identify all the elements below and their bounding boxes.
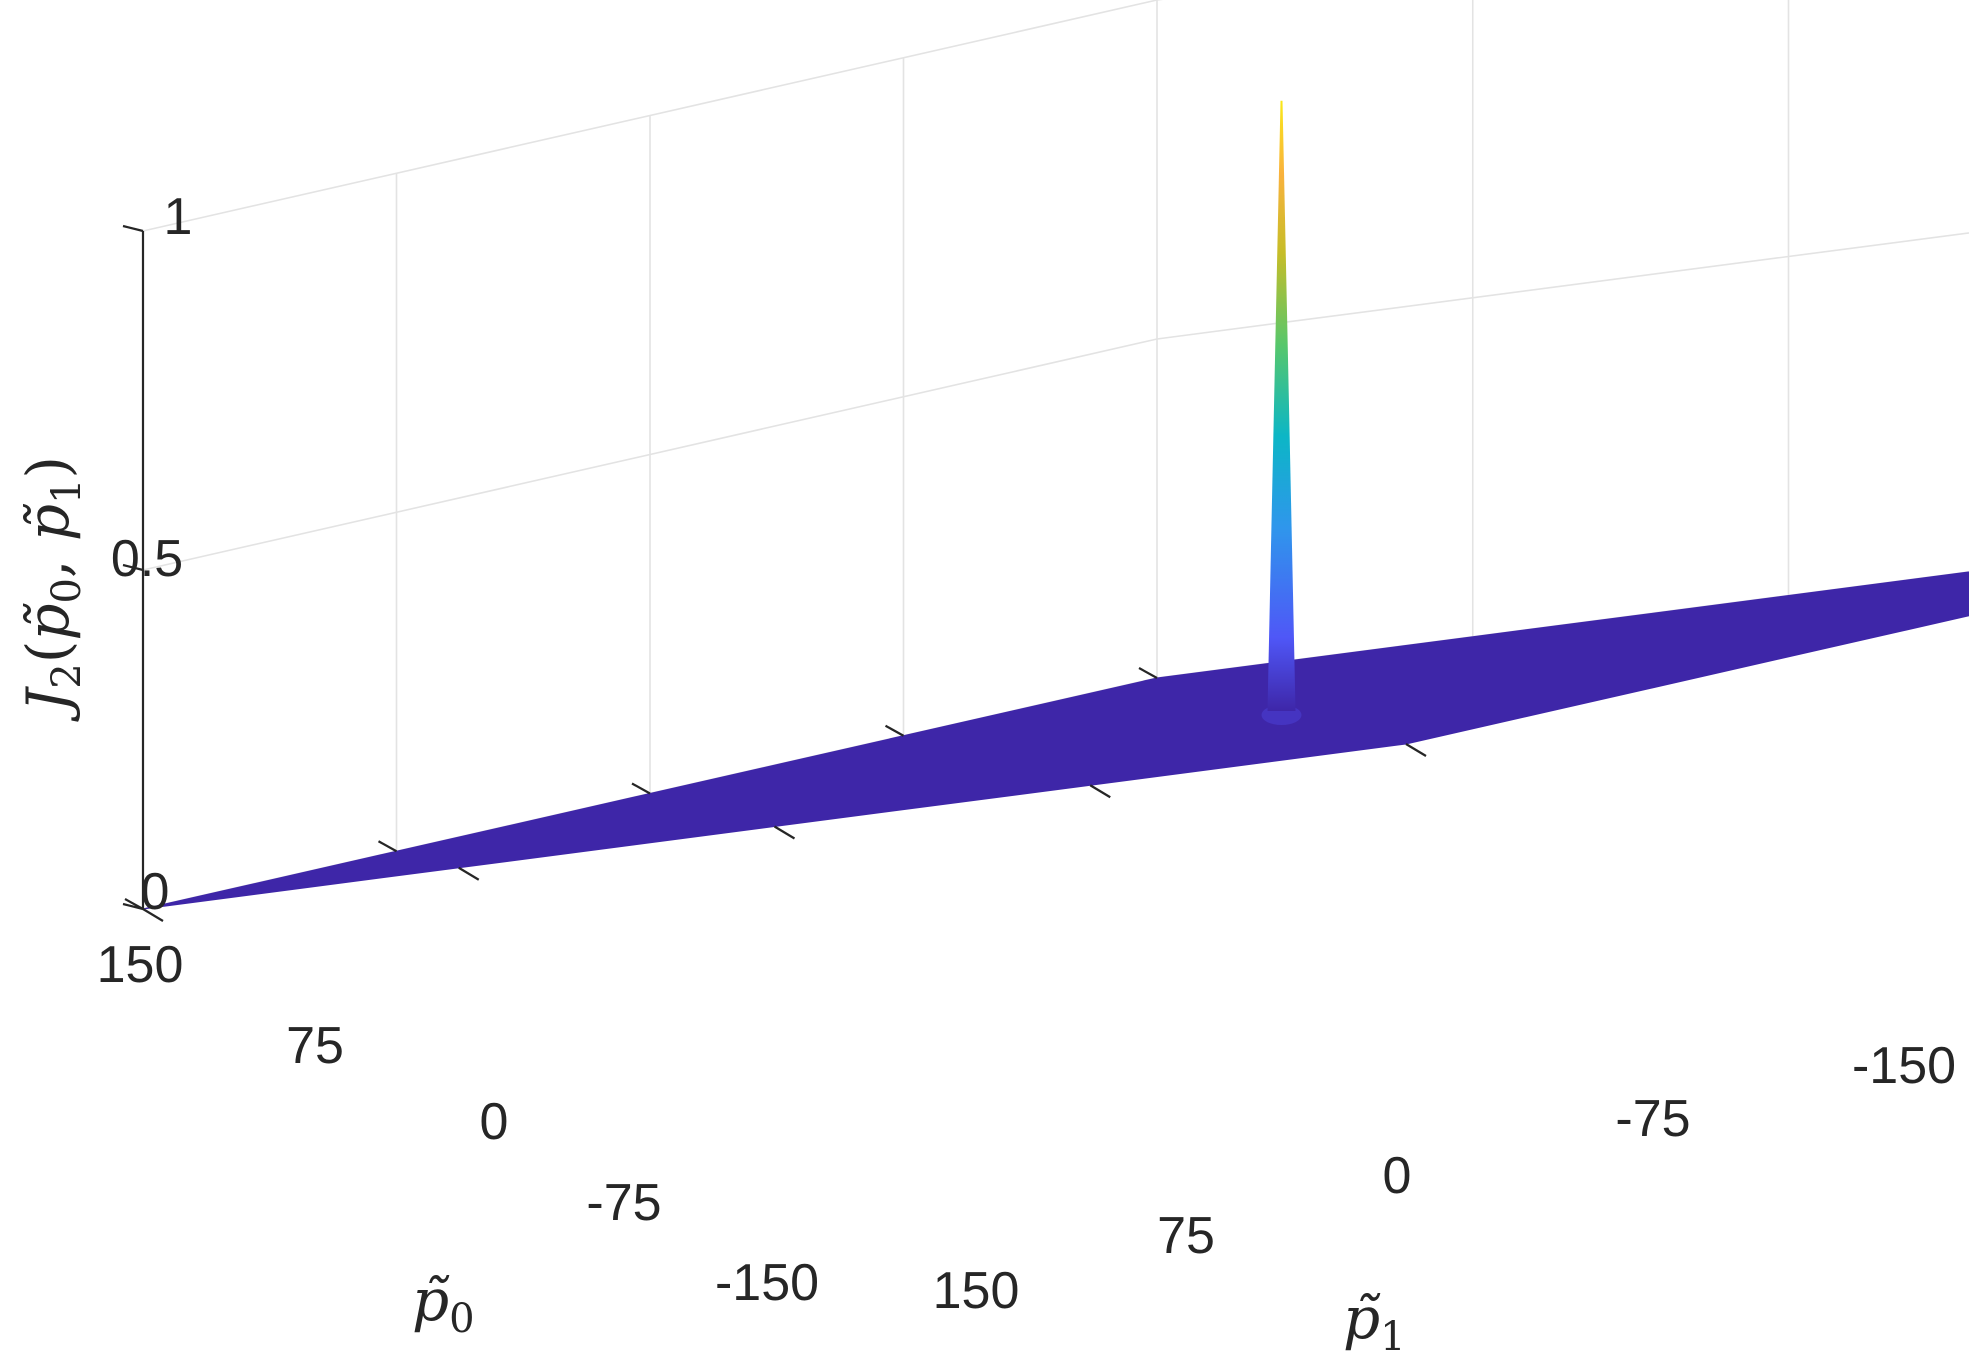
x-tick-label: 150 (97, 936, 184, 994)
x-tick-label: -75 (586, 1174, 661, 1232)
gridline (142, 232, 1969, 571)
surface-floor (142, 571, 1969, 910)
z-tick-mark (122, 563, 144, 572)
surface-peak (1261, 100, 1302, 725)
z-tick-label: 0.5 (111, 530, 183, 588)
gridline (142, 0, 1164, 232)
y-tick-label: 75 (1157, 1207, 1215, 1265)
y-tick-label: -75 (1615, 1090, 1690, 1148)
x-tick-mark (124, 898, 144, 910)
x-axis-label: p̃0 (412, 1266, 475, 1342)
z-tick-label: 1 (164, 188, 193, 246)
x-tick-mark (884, 724, 905, 737)
y-axis-label: p̃1 (1343, 1284, 1406, 1352)
y-tick-mark (773, 825, 796, 840)
y-tick-label: 150 (933, 1262, 1020, 1320)
y-tick-label: 0 (1383, 1147, 1412, 1205)
axes (122, 224, 1427, 922)
z-tick-label: 0 (141, 863, 170, 921)
x-tick-mark (1138, 667, 1158, 679)
y-tick-mark (458, 866, 480, 881)
peak-spike (1267, 100, 1296, 712)
y-tick-label: -150 (1852, 1037, 1956, 1095)
y-tick-mark (1089, 784, 1111, 799)
z-tick-mark (122, 224, 144, 233)
surface-base (142, 571, 1969, 910)
y-tick-mark (142, 908, 164, 922)
x-tick-label: 0 (480, 1093, 509, 1151)
x-tick-mark (631, 782, 651, 795)
x-tick-mark (377, 840, 398, 853)
z-axis-label: J2(p̃0, p̃1) (14, 456, 90, 722)
x-tick-label: -150 (715, 1254, 819, 1312)
y-tick-mark (1405, 743, 1427, 757)
x-tick-label: 75 (286, 1017, 344, 1075)
